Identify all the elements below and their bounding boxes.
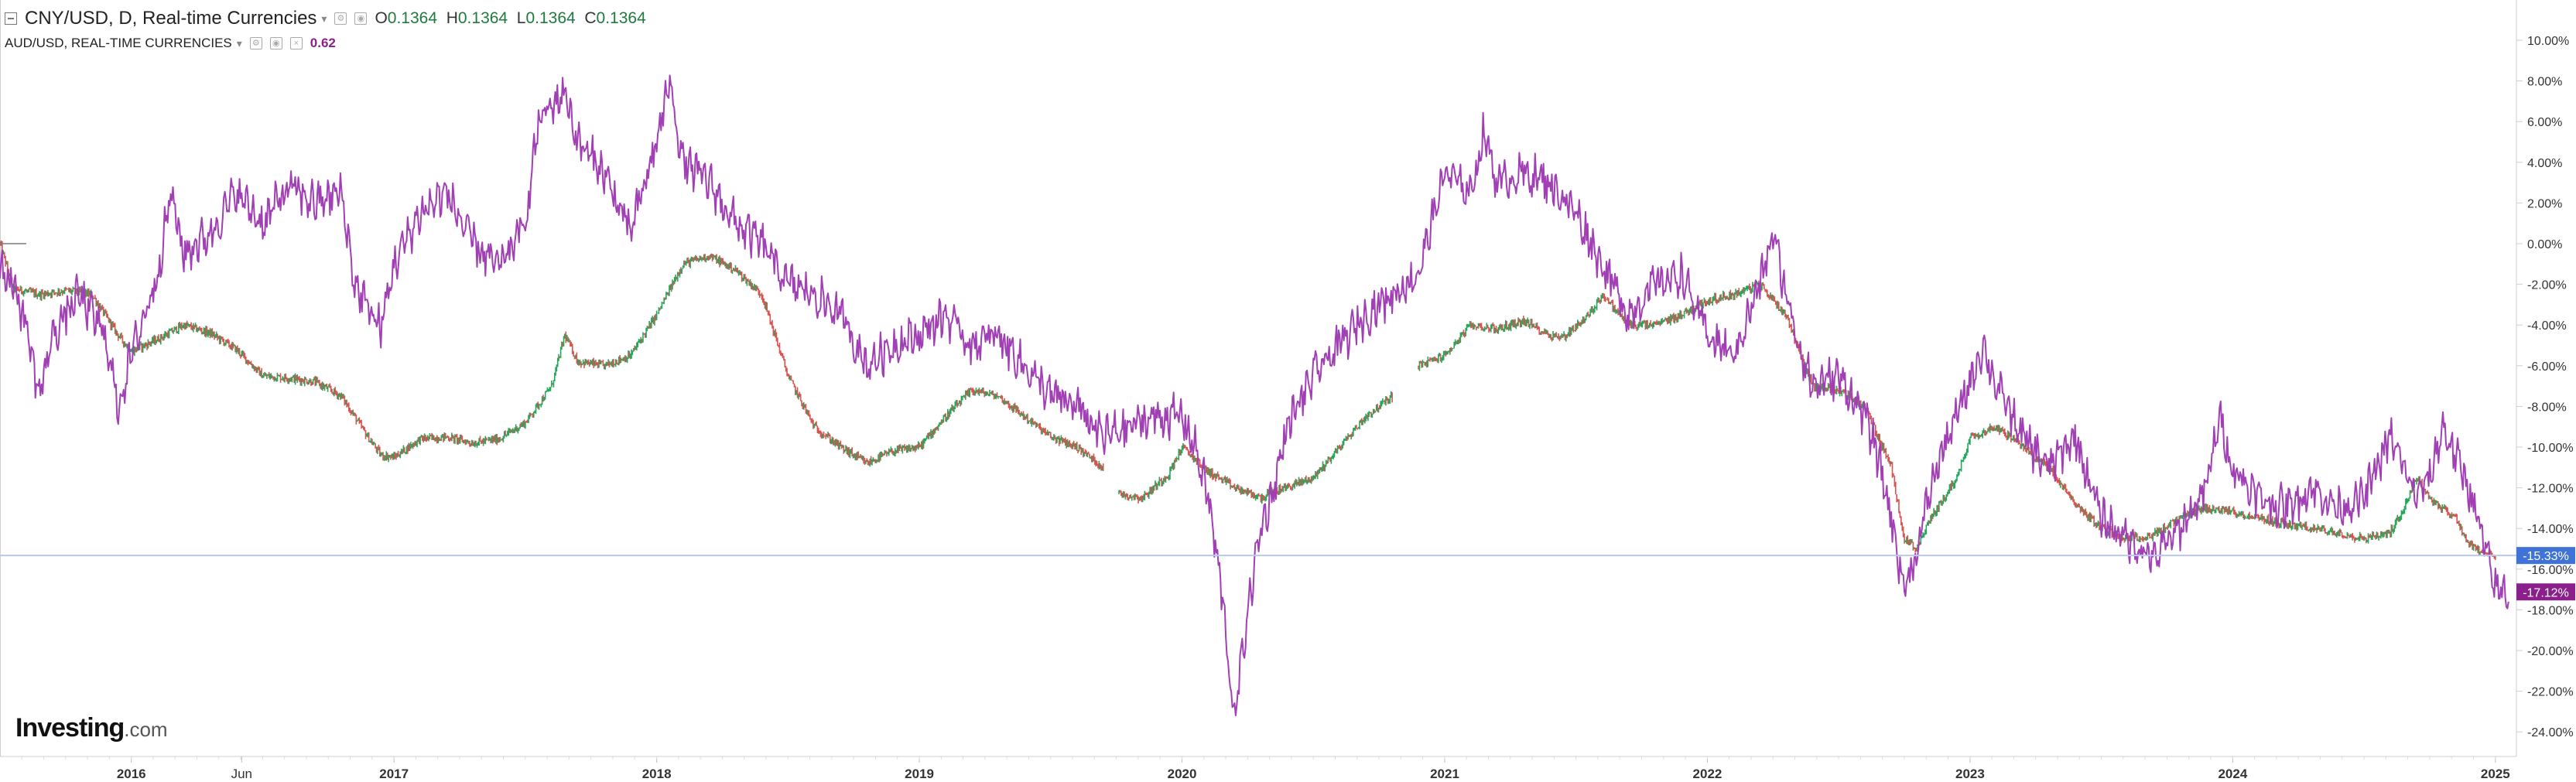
cny-last-value-badge [2516, 547, 2575, 565]
y-tick-label: -24.00% [2527, 726, 2574, 739]
high-value: 0.1364 [457, 9, 508, 27]
y-tick-label: -20.00% [2527, 645, 2574, 658]
main-legend: CNY/USD, D, Real-time Currencies ▾ ⚙ ◉ O… [5, 8, 646, 29]
close-icon[interactable]: × [289, 37, 303, 50]
settings-icon[interactable]: ⚙ [334, 12, 347, 25]
y-tick-label: -8.00% [2527, 401, 2567, 414]
aud-usd-path [0, 74, 2509, 716]
open-value: 0.1364 [387, 9, 438, 27]
cny-last-value-badge-text: -15.33% [2523, 550, 2569, 563]
eye-icon[interactable]: ◉ [269, 37, 282, 50]
y-tick-label: 2.00% [2527, 197, 2562, 210]
y-tick-label: -4.00% [2527, 319, 2567, 333]
close-value: 0.1364 [596, 9, 646, 27]
y-tick-label: -10.00% [2527, 442, 2574, 455]
x-tick-label: 2023 [1955, 767, 1985, 781]
x-tick-label: 2021 [1430, 767, 1459, 781]
y-axis: 10.00% 8.00% 6.00% 4.00% 2.00% 0.00% -2.00% -4.… [2516, 35, 2574, 739]
high-label: H [446, 9, 458, 27]
x-tick-label: 2024 [2218, 767, 2247, 781]
brand-suffix: .com [124, 718, 168, 741]
compare-legend: AUD/USD, REAL-TIME CURRENCIES ▾ ⚙ ◉ × 0.… [5, 36, 336, 51]
compare-series-title[interactable]: AUD/USD, REAL-TIME CURRENCIES [5, 36, 232, 50]
y-tick-label: -6.00% [2527, 360, 2567, 374]
x-tick-label: 2017 [379, 767, 409, 781]
low-value: 0.1364 [525, 9, 576, 27]
low-label: L [516, 9, 526, 27]
eye-icon[interactable]: ◉ [354, 12, 368, 25]
y-tick-label: -18.00% [2527, 604, 2574, 617]
x-tick-label: 2018 [642, 767, 672, 781]
aud-last-value-badge [2516, 583, 2575, 601]
y-tick-label: 10.00% [2527, 35, 2569, 48]
settings-icon[interactable]: ⚙ [249, 37, 262, 50]
compare-value: 0.62 [310, 36, 336, 50]
close-label: C [584, 9, 597, 27]
y-tick-label: -22.00% [2527, 686, 2574, 699]
aud-usd-line [0, 74, 2509, 716]
y-tick-label: -16.00% [2527, 564, 2574, 577]
y-tick-label: -2.00% [2527, 279, 2567, 292]
x-tick-label: 2019 [905, 767, 934, 781]
chevron-down-icon[interactable]: ▾ [236, 36, 242, 50]
y-tick-label: 0.00% [2527, 238, 2562, 251]
y-tick-label: 6.00% [2527, 116, 2562, 129]
x-axis: 2016 Jun 2017 2018 2019 2020 2021 2022 2023 2024 2… [21, 756, 2510, 781]
x-tick-label: 2025 [2481, 767, 2510, 781]
x-tick-label: 2022 [1693, 767, 1722, 781]
x-tick-label: 2016 [117, 767, 146, 781]
open-label: O [375, 9, 388, 27]
y-tick-label: 8.00% [2527, 76, 2562, 89]
investing-logo: Investing.com [15, 713, 168, 743]
x-tick-label: 2020 [1168, 767, 1197, 781]
y-tick-label: -12.00% [2527, 483, 2574, 496]
x-tick-label: Jun [231, 767, 252, 781]
y-tick-label: -14.00% [2527, 523, 2574, 536]
collapse-icon[interactable] [5, 12, 17, 25]
last-value-badges: -15.33% -17.12% [2516, 547, 2575, 601]
brand-name: Investing [15, 713, 125, 743]
aud-last-value-badge-text: -17.12% [2523, 586, 2569, 599]
y-tick-label: 4.00% [2527, 157, 2562, 170]
ohlc-readout: O0.1364 H0.1364 L0.1364 C0.1364 [375, 9, 645, 28]
main-series-title[interactable]: CNY/USD, D, Real-time Currencies [25, 8, 317, 29]
chevron-down-icon[interactable]: ▾ [321, 12, 327, 25]
